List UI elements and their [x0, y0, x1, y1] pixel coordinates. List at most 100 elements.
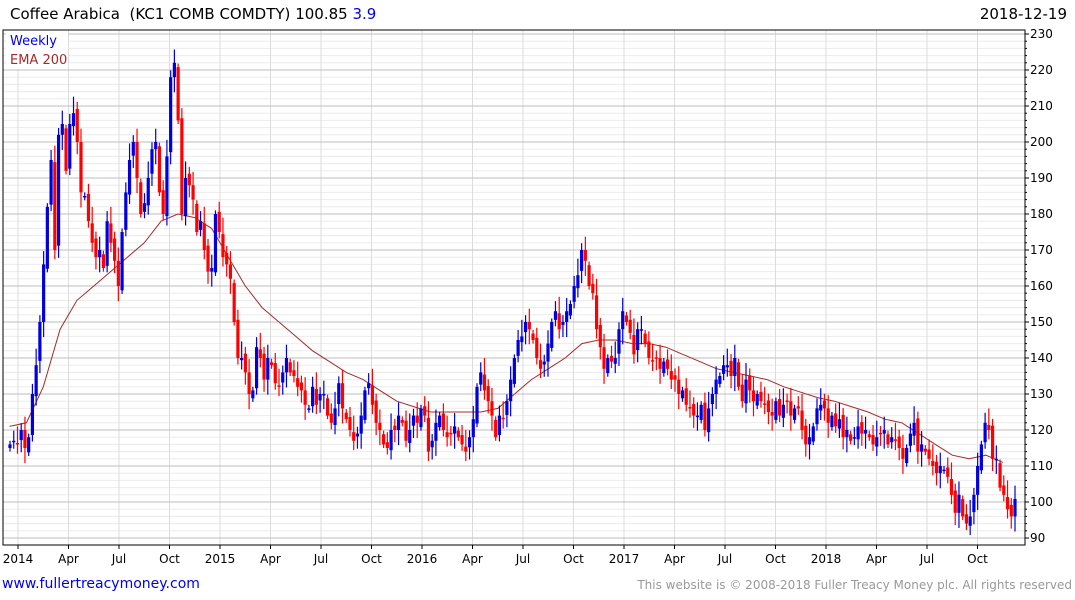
candle-body — [389, 430, 393, 451]
candle-body — [30, 394, 35, 436]
candle-body — [792, 408, 797, 420]
candle-body — [565, 311, 569, 322]
x-tick-label: Jul — [919, 552, 934, 566]
y-tick-label: 150 — [1030, 315, 1053, 329]
candle-body — [64, 128, 68, 171]
candle-body — [400, 419, 404, 423]
candle-body — [135, 142, 139, 178]
candle-body — [587, 265, 591, 286]
candle-body — [553, 311, 558, 320]
candle-body — [213, 214, 218, 273]
candle-body — [561, 322, 565, 325]
candle-body — [856, 426, 860, 440]
candle-body — [53, 162, 57, 250]
candle-body — [673, 375, 677, 380]
candle-body — [718, 376, 722, 384]
candle-body — [923, 448, 927, 452]
candle-body — [288, 362, 292, 373]
candle-body — [919, 444, 924, 452]
candle-body — [359, 415, 363, 434]
candle-body — [871, 435, 875, 445]
candle-body — [34, 365, 38, 397]
y-tick-label: 110 — [1030, 459, 1053, 473]
candle-body — [852, 437, 856, 439]
candle-body — [83, 196, 87, 198]
candle-body — [505, 401, 509, 415]
candle-body — [445, 432, 449, 438]
candle-body — [191, 185, 195, 200]
candle-body — [232, 283, 236, 322]
candle-body — [120, 232, 124, 291]
candle-body — [964, 514, 969, 524]
candle-body — [344, 412, 348, 420]
candle-body — [471, 419, 475, 438]
candle-body — [94, 238, 98, 258]
candle-body — [482, 374, 487, 391]
candle-body — [71, 113, 76, 127]
candle-body — [677, 379, 681, 394]
candle-body — [972, 494, 976, 513]
candle-body — [509, 379, 513, 402]
candle-body — [430, 440, 434, 448]
x-tick-label: Jul — [717, 552, 732, 566]
candle-body — [124, 192, 128, 230]
candle-body — [150, 149, 154, 174]
candle-body — [987, 424, 991, 430]
candle-body — [165, 156, 169, 217]
ticker: (KC1 COMB COMDTY) — [129, 5, 291, 23]
candle-body — [669, 370, 673, 380]
candle-body — [568, 304, 573, 316]
candle-body — [546, 343, 550, 362]
instrument-name: Coffee Arabica — [10, 5, 120, 23]
candle-body — [882, 430, 886, 434]
candle-body — [467, 437, 472, 448]
candle-body — [79, 142, 83, 193]
candle-body — [680, 390, 685, 399]
candle-body — [800, 410, 804, 430]
candle-body — [225, 252, 229, 265]
candle-body — [180, 118, 184, 214]
candle-body — [169, 77, 173, 153]
candle-body — [176, 67, 180, 121]
candle-body — [236, 319, 240, 358]
candle-body — [785, 400, 789, 402]
candle-body — [602, 347, 606, 369]
candle-body — [105, 221, 109, 266]
candle-body — [632, 334, 636, 355]
candle-body — [905, 448, 909, 464]
candle-body — [374, 400, 378, 423]
candle-body — [658, 358, 662, 369]
candle-body — [819, 404, 823, 411]
candle-body — [516, 340, 520, 356]
candle-body — [352, 432, 356, 441]
candle-body — [247, 372, 251, 394]
candle-body — [572, 286, 576, 302]
candle-body — [434, 422, 438, 441]
candle-body — [396, 415, 401, 430]
candle-body — [348, 417, 352, 430]
candle-body — [131, 142, 135, 156]
candle-body — [890, 437, 894, 443]
y-tick-label: 170 — [1030, 243, 1053, 257]
candle-body — [269, 362, 274, 366]
candle-body — [594, 295, 599, 330]
candle-body — [542, 361, 546, 365]
candle-body — [636, 329, 640, 351]
candle-body — [370, 385, 374, 405]
x-tick-label: Apr — [866, 552, 887, 566]
candle-body — [322, 394, 326, 396]
site-link[interactable]: www.fullertreacymoney.com — [2, 576, 200, 592]
candle-body — [292, 370, 296, 376]
candle-body — [535, 337, 539, 358]
candle-body — [449, 432, 453, 435]
chart-title: Coffee Arabica (KC1 COMB COMDTY) 100.85 … — [10, 5, 376, 23]
candle-body — [766, 400, 771, 412]
candle-body — [512, 358, 516, 384]
candle-body — [277, 385, 281, 387]
candle-body — [789, 401, 793, 416]
candle-body — [938, 466, 942, 474]
candle-body — [755, 394, 759, 406]
candle-body — [497, 415, 502, 436]
candle-body — [68, 124, 72, 169]
